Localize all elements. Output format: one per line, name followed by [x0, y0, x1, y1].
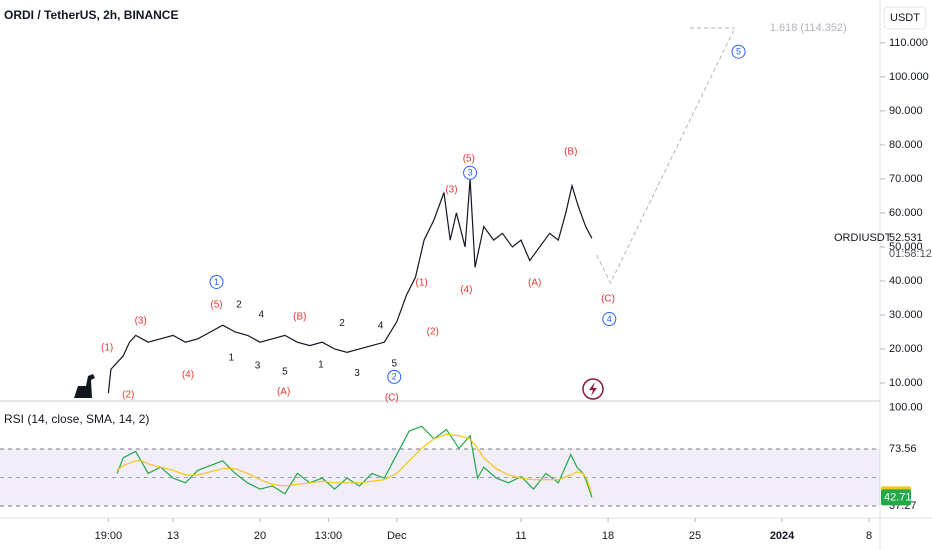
y-tick-label: 100.00 [889, 401, 923, 413]
rsi-title: RSI (14, close, SMA, 14, 2) [4, 412, 149, 426]
wave-label: 2 [392, 372, 397, 382]
wave-label: (B) [293, 312, 306, 323]
x-tick-label: 13 [167, 530, 179, 542]
x-tick-label: Dec [387, 530, 407, 542]
countdown: 01:58:12 [889, 248, 932, 260]
wave-label: (5) [463, 153, 475, 164]
wave-label: (A) [528, 278, 541, 289]
x-tick-label: 20 [254, 530, 266, 542]
y-tick-label: 10.000 [889, 377, 923, 389]
y-tick-label: 40.000 [889, 275, 923, 287]
wave-label: 1 [214, 277, 219, 287]
wave-circle [602, 312, 617, 327]
wave-circle [387, 369, 402, 384]
wave-label: 3 [255, 361, 261, 372]
x-tick-label: 18 [602, 530, 614, 542]
currency[interactable]: USDT [890, 12, 920, 24]
projection-line [596, 27, 736, 285]
value-badge-label: 42.71 [884, 491, 912, 503]
wave-label: 4 [258, 310, 264, 321]
wave-label: (4) [182, 369, 194, 380]
chart-title: ORDI / TetherUS, 2h, BINANCE [4, 8, 178, 22]
y-tick-label: 100.000 [889, 71, 929, 83]
wave-label: 5 [282, 367, 288, 378]
wave-label: (4) [460, 284, 472, 295]
wave-label: 4 [607, 314, 612, 324]
y-tick-label: 90.000 [889, 105, 923, 117]
wave-label: (2) [427, 327, 439, 338]
wave-label: (B) [564, 147, 577, 158]
x-tick-label: 2024 [770, 530, 795, 542]
y-tick-label: 20.000 [889, 343, 923, 355]
x-tick-label: 13:00 [315, 530, 343, 542]
wave-label: (5) [210, 299, 222, 310]
y-tick-label: 73.56 [889, 443, 917, 455]
wave-label: (3) [135, 316, 147, 327]
wave-label: 3 [354, 368, 360, 379]
last-price: 52.531 [889, 232, 923, 244]
wave-label: 5 [736, 47, 741, 57]
wave-label: 1 [229, 352, 235, 363]
symbol-label: ORDIUSDT [834, 232, 892, 244]
wave-circle [463, 165, 478, 180]
wave-label: (C) [601, 294, 615, 305]
x-tick-label: 25 [689, 530, 701, 542]
wave-label: (A) [277, 386, 290, 397]
currency-box[interactable] [883, 6, 927, 30]
wave-label: (3) [445, 184, 457, 195]
wave-label: 5 [391, 359, 397, 370]
y-tick-label: 50.000 [889, 241, 923, 253]
price-line [107, 178, 593, 394]
wave-label: (1) [415, 278, 427, 289]
wave-label: (2) [122, 390, 134, 401]
wave-label: (1) [101, 343, 113, 354]
y-tick-label: 60.000 [889, 207, 923, 219]
lightning-icon[interactable] [582, 378, 604, 400]
y-tick-label: 70.000 [889, 173, 923, 185]
wave-label: 2 [236, 299, 242, 310]
wave-label: (C) [385, 393, 399, 404]
wave-circle [209, 274, 224, 289]
y-tick-label: 30.000 [889, 309, 923, 321]
y-tick-label: 110.000 [889, 37, 928, 49]
wave-label: 2 [339, 318, 345, 329]
x-tick-label: 19:00 [95, 530, 123, 542]
logo [74, 374, 95, 398]
y-tick-label: 80.000 [889, 139, 923, 151]
wave-label: 4 [378, 320, 384, 331]
value-badge [881, 489, 911, 506]
fib-label: 1.618 (114.352) [770, 22, 847, 34]
wave-label: 1 [318, 360, 324, 371]
wave-circle [731, 44, 746, 59]
wave-label: 3 [468, 168, 473, 178]
x-tick-label: 8 [866, 530, 872, 542]
rsi-line [116, 425, 593, 498]
x-tick-label: 11 [515, 530, 526, 542]
rsi-line [116, 433, 593, 495]
